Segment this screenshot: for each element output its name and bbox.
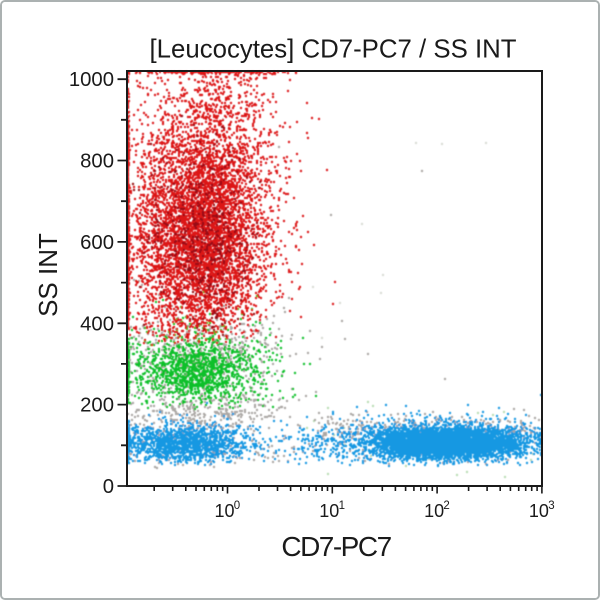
- svg-text:0: 0: [103, 476, 114, 498]
- svg-text:[Leucocytes] CD7-PC7 / SS INT: [Leucocytes] CD7-PC7 / SS INT: [149, 36, 516, 64]
- svg-text:2: 2: [443, 500, 449, 512]
- svg-text:1: 1: [339, 500, 345, 512]
- svg-text:10: 10: [319, 501, 339, 521]
- svg-text:400: 400: [80, 313, 114, 335]
- svg-text:600: 600: [80, 232, 114, 254]
- svg-text:SS INT: SS INT: [33, 233, 63, 317]
- svg-text:1000: 1000: [69, 69, 114, 91]
- svg-text:10: 10: [424, 501, 444, 521]
- svg-text:800: 800: [80, 151, 114, 173]
- svg-text:10: 10: [529, 501, 549, 521]
- svg-text:200: 200: [80, 395, 114, 417]
- svg-text:0: 0: [234, 500, 240, 512]
- svg-text:10: 10: [214, 501, 234, 521]
- svg-text:CD7-PC7: CD7-PC7: [281, 531, 391, 562]
- svg-text:3: 3: [548, 500, 554, 512]
